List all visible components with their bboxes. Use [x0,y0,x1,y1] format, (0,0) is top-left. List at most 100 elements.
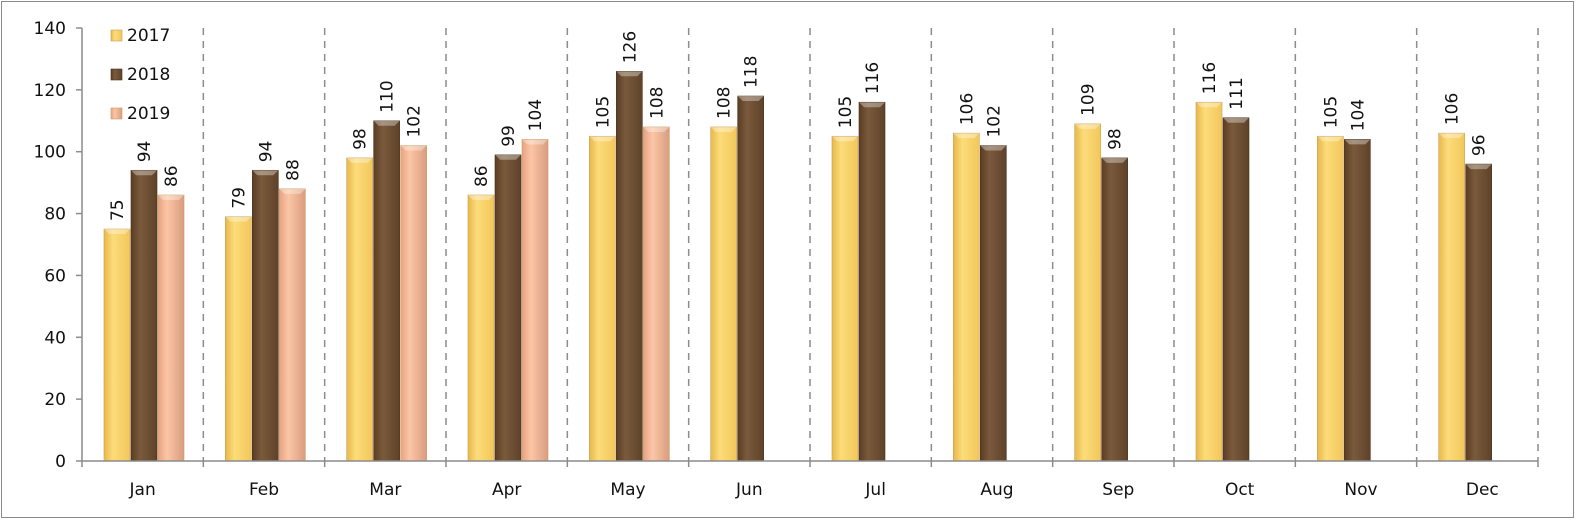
bar-2018-Jan [130,169,158,462]
bar-bevel [1465,164,1492,170]
data-label: 110 [378,80,398,112]
bar-2018-Nov [1344,139,1371,462]
legend-label-2018: 2018 [127,65,170,85]
bar-bevel [710,126,737,132]
data-label: 105 [593,96,613,128]
data-label: 96 [1470,134,1490,156]
bar-bevel [495,154,521,160]
bar-2017-Jul [831,135,859,462]
bar-bevel [737,96,764,102]
bar-2018-Feb [252,169,279,462]
bar-2017-Nov [1317,135,1344,462]
bar-bevel [589,136,616,142]
bar-2019-Jan [157,194,185,462]
x-tick-label: Aug [980,480,1013,500]
y-tick-label: 20 [44,390,66,410]
data-label: 104 [1348,99,1368,131]
bar-bevel [643,126,670,132]
bar-bevel [980,145,1007,151]
y-tick-label: 40 [44,328,66,348]
y-tick-label: 0 [55,452,66,472]
bar-2018-Jun [737,95,764,462]
y-tick-label: 140 [34,19,66,39]
bar-bevel [346,157,373,163]
bar-bevel [252,170,279,176]
bar-bevel [522,139,548,145]
bar-bevel [468,195,494,201]
bar-2018-Apr [494,154,522,462]
bar-2018-Mar [373,120,400,462]
bar-bevel [104,229,130,235]
bar-2017-Sep [1074,123,1101,462]
bar-bevel [953,133,980,139]
bar-bevel [279,188,306,194]
y-tick-label: 100 [34,143,66,163]
bar-2018-Sep [1101,157,1128,462]
bar-2018-May [616,71,643,462]
data-label: 105 [1321,96,1341,128]
data-label: 102 [405,105,425,137]
data-label: 116 [1200,62,1220,94]
bar-2018-Jul [858,101,886,462]
bar-bevel [616,71,643,77]
legend-swatch-2017 [110,29,123,42]
data-label: 98 [1106,128,1126,150]
bar-bevel [859,102,885,108]
bar-2017-May [589,135,616,462]
bar-2019-Apr [521,139,549,462]
bar-bevel [1223,117,1249,123]
data-label: 86 [162,165,182,187]
data-label: 102 [984,105,1004,137]
x-tick-label: May [610,480,645,500]
bar-bevel [1317,136,1344,142]
data-label: 94 [135,141,155,163]
bar-2018-Dec [1465,163,1492,462]
bar-2017-Apr [467,194,495,462]
x-tick-label: Apr [492,480,521,500]
data-label: 108 [715,87,735,119]
bar-bevel [1101,157,1128,163]
bar-bevel [225,216,252,222]
data-label: 111 [1227,77,1247,109]
data-label: 126 [620,31,640,63]
data-label: 98 [351,128,371,150]
bar-2018-Aug [980,145,1007,462]
bar-2017-Oct [1195,101,1223,462]
bar-2017-Mar [346,157,373,462]
data-label: 79 [229,187,249,209]
legend-swatch-2018 [110,68,123,81]
x-tick-label: Oct [1225,480,1255,500]
y-tick-label: 120 [34,81,66,101]
bar-bevel [158,195,184,201]
x-tick-label: Jan [129,480,156,500]
bar-bevel [131,170,157,176]
x-tick-label: Jun [735,480,763,500]
legend-label-2017: 2017 [127,26,170,46]
bar-2018-Oct [1222,117,1250,462]
data-label: 104 [526,99,546,131]
bar-bevel [1074,123,1101,129]
data-label: 118 [742,56,762,88]
bar-bevel [400,145,427,151]
x-tick-label: Sep [1102,480,1134,500]
x-tick-label: Jul [864,480,886,500]
data-label: 94 [256,141,276,163]
x-tick-label: Dec [1466,480,1499,500]
bar-2017-Aug [953,132,980,462]
bar-bevel [1196,102,1222,108]
legend-label-2019: 2019 [127,104,170,124]
data-label: 108 [647,87,667,119]
y-tick-label: 80 [44,205,66,225]
x-tick-label: Nov [1344,480,1377,500]
bar-2017-Feb [225,216,252,462]
bar-2019-Mar [400,145,427,462]
data-label: 88 [283,159,303,181]
legend-swatch-2019 [110,107,123,120]
bar-2017-Jan [103,228,131,462]
data-label: 99 [499,125,519,147]
y-tick-label: 60 [44,266,66,286]
bar-bevel [1438,133,1465,139]
x-tick-label: Feb [249,480,279,500]
